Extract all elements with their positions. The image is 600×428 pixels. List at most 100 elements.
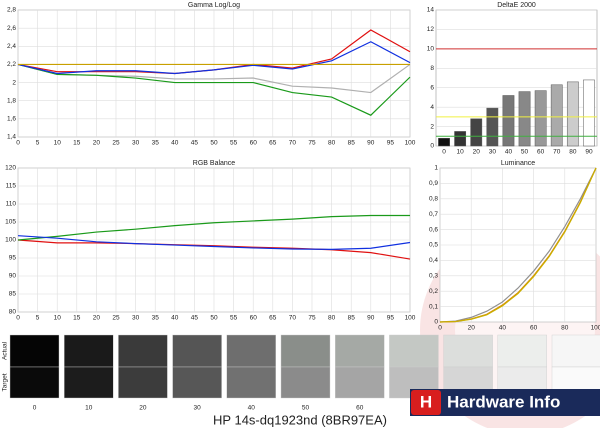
x-tick-label: 10 bbox=[54, 315, 62, 322]
swatch-actual bbox=[280, 334, 331, 368]
x-tick-label: 70 bbox=[553, 149, 561, 156]
y-tick-label: 95 bbox=[9, 255, 17, 262]
y-tick-label: 0,9 bbox=[429, 180, 438, 187]
x-tick-label: 25 bbox=[112, 140, 120, 147]
x-tick-label: 5 bbox=[36, 140, 40, 147]
y-tick-label: 14 bbox=[427, 7, 435, 14]
x-tick-label: 20 bbox=[93, 140, 101, 147]
swatch-target bbox=[226, 366, 277, 399]
y-tick-label: 100 bbox=[5, 237, 16, 244]
y-tick-label: 0,8 bbox=[429, 196, 438, 203]
chart-title: DeltaE 2000 bbox=[497, 2, 536, 9]
x-tick-label: 100 bbox=[591, 325, 600, 332]
line bbox=[17, 235, 411, 250]
y-tick-label: 1 bbox=[434, 165, 438, 172]
x-tick-label: 100 bbox=[405, 315, 416, 322]
y-tick-label: 0,5 bbox=[429, 242, 438, 249]
x-tick-label: 80 bbox=[569, 149, 577, 156]
x-tick-label: 15 bbox=[73, 315, 81, 322]
x-tick-label: 90 bbox=[585, 149, 593, 156]
x-tick-label: 90 bbox=[367, 315, 375, 322]
x-tick-label: 0 bbox=[16, 140, 20, 147]
x-tick-label: 15 bbox=[73, 140, 81, 147]
x-tick-label: 55 bbox=[230, 140, 238, 147]
x-tick-label: 60 bbox=[537, 149, 545, 156]
chart-title: Luminance bbox=[501, 160, 535, 167]
swatch-label: 30 bbox=[193, 405, 201, 412]
swatch-target bbox=[9, 366, 60, 399]
y-tick-label: 0,6 bbox=[429, 226, 438, 233]
y-tick-label: 2,4 bbox=[7, 43, 16, 50]
swatch-actual bbox=[335, 334, 385, 368]
chart: Gamma Log/Log 1,4 1,6 1,8 2 2,2 2,4 2,6 2,8 0 5 10 1… bbox=[7, 2, 416, 147]
swatch-label: 50 bbox=[302, 405, 310, 412]
bar bbox=[550, 84, 563, 147]
row-label: Actual bbox=[2, 341, 9, 360]
x-tick-label: 70 bbox=[289, 140, 297, 147]
line bbox=[17, 41, 411, 75]
x-tick-label: 60 bbox=[530, 325, 538, 332]
line bbox=[439, 167, 597, 323]
x-tick-label: 60 bbox=[250, 140, 258, 147]
x-tick-label: 100 bbox=[405, 140, 416, 147]
bar bbox=[438, 137, 450, 147]
y-tick-label: 1,8 bbox=[7, 97, 16, 104]
x-tick-label: 45 bbox=[191, 140, 199, 147]
x-tick-label: 40 bbox=[171, 315, 179, 322]
x-tick-label: 95 bbox=[387, 315, 395, 322]
y-tick-label: 6 bbox=[430, 84, 434, 91]
x-tick-label: 85 bbox=[348, 140, 356, 147]
y-tick-label: 0,3 bbox=[429, 273, 438, 280]
y-tick-label: 110 bbox=[6, 201, 17, 208]
y-tick-label: 2,2 bbox=[7, 61, 16, 68]
x-tick-label: 0 bbox=[438, 325, 442, 332]
x-tick-label: 80 bbox=[561, 325, 569, 332]
x-tick-label: 55 bbox=[230, 315, 238, 322]
swatch-actual bbox=[226, 334, 277, 368]
y-tick-label: 2 bbox=[12, 79, 16, 86]
swatch-target bbox=[280, 366, 331, 399]
x-tick-label: 35 bbox=[152, 140, 160, 147]
y-tick-label: 120 bbox=[5, 165, 16, 172]
chart: RGB Balance 80 85 90 95 100 105 110 115 120 0 5 10 15… bbox=[5, 160, 416, 322]
swatch-actual bbox=[172, 334, 222, 368]
x-tick-label: 75 bbox=[308, 140, 316, 147]
swatch-actual bbox=[389, 334, 439, 368]
chart: Luminance 0 0,1 0,2 0,3 0,4 0,5 0,6 0,7 0,8 0,9 1 0 2… bbox=[429, 160, 600, 332]
x-tick-label: 50 bbox=[210, 315, 218, 322]
bar bbox=[518, 91, 531, 147]
x-tick-label: 70 bbox=[289, 315, 297, 322]
line bbox=[17, 239, 411, 260]
y-tick-label: 0,4 bbox=[429, 257, 438, 264]
swatch-actual bbox=[63, 334, 114, 368]
y-tick-label: 0,2 bbox=[429, 288, 438, 295]
swatch-label: 10 bbox=[85, 405, 93, 412]
y-tick-label: 115 bbox=[6, 183, 17, 190]
logo-bg bbox=[410, 389, 600, 416]
bar bbox=[566, 81, 579, 147]
line bbox=[17, 63, 411, 116]
x-tick-label: 5 bbox=[36, 315, 40, 322]
x-tick-label: 20 bbox=[468, 325, 476, 332]
swatch-target bbox=[335, 366, 385, 399]
logo: H Hardware Info bbox=[410, 389, 600, 416]
y-tick-label: 85 bbox=[9, 291, 17, 298]
x-tick-label: 60 bbox=[250, 315, 258, 322]
x-tick-label: 10 bbox=[457, 149, 465, 156]
y-tick-label: 2 bbox=[430, 123, 434, 130]
bar bbox=[470, 118, 483, 147]
x-tick-label: 90 bbox=[367, 140, 375, 147]
swatch-label: 0 bbox=[33, 405, 37, 412]
y-tick-label: 0 bbox=[430, 143, 434, 150]
swatch-actual bbox=[443, 334, 493, 368]
swatch-target bbox=[172, 366, 222, 399]
x-tick-label: 95 bbox=[387, 140, 395, 147]
x-tick-label: 40 bbox=[505, 149, 513, 156]
bar bbox=[502, 95, 515, 147]
x-tick-label: 20 bbox=[473, 149, 481, 156]
x-tick-label: 30 bbox=[132, 140, 140, 147]
chart-title: RGB Balance bbox=[193, 160, 236, 167]
swatch-actual bbox=[9, 334, 60, 368]
y-tick-label: 90 bbox=[9, 273, 17, 280]
x-tick-label: 40 bbox=[171, 140, 179, 147]
